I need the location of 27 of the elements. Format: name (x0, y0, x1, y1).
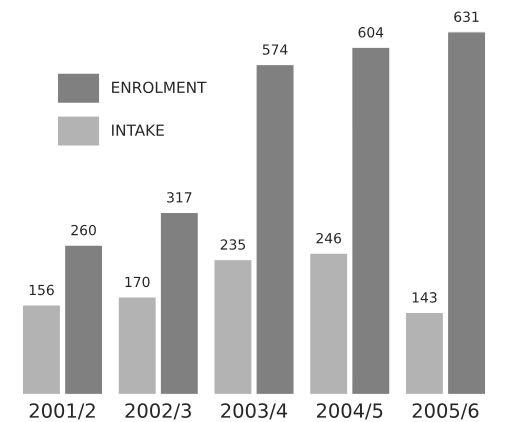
data-label: 246 (316, 232, 342, 244)
x-tick-label: 2002/3 (125, 403, 191, 420)
data-label: 604 (358, 27, 384, 38)
legend-label: ENROLMENT (112, 82, 206, 94)
bar (117, 296, 158, 395)
data-label: 574 (262, 44, 288, 55)
x-tick-label: 2003/4 (221, 403, 288, 420)
bar (22, 304, 62, 395)
bar (213, 258, 253, 395)
x-tick-label: 2005/6 (412, 403, 478, 420)
data-label: 143 (412, 292, 437, 303)
bar (159, 212, 200, 395)
data-label: 260 (71, 224, 96, 236)
x-tick-label: 2004/5 (316, 403, 382, 420)
x-tick-label: 2001/2 (30, 403, 95, 420)
bar (64, 244, 104, 395)
bar (404, 312, 444, 395)
data-label: 631 (454, 12, 479, 22)
data-label: 317 (167, 192, 192, 203)
bar (446, 32, 486, 395)
bar (308, 252, 349, 395)
bar (350, 46, 391, 395)
data-label: 156 (30, 284, 54, 296)
legend-label: INTAKE (112, 124, 164, 136)
data-label: 235 (220, 239, 245, 250)
data-label: 170 (125, 276, 150, 288)
bar (255, 64, 295, 395)
